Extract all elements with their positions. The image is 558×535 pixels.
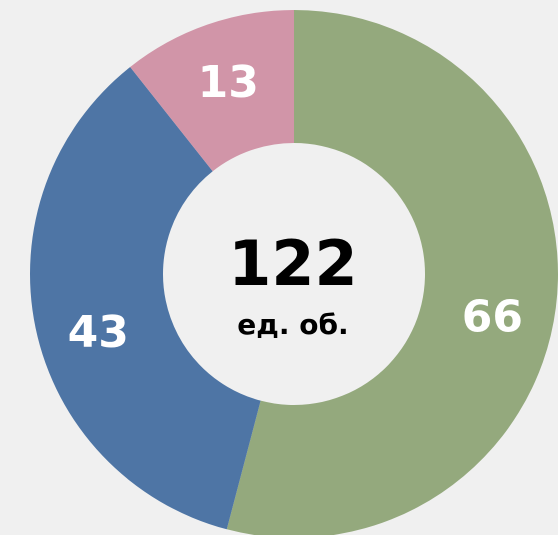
value-label: 43 [68,307,129,358]
donut [29,10,558,535]
center-label: ед. об. [237,308,348,341]
donut-segment [226,10,558,535]
value-label: 13 [198,57,259,108]
donut-segment [29,66,261,530]
donut-segment [130,10,294,172]
center-value: 122 [228,227,357,300]
value-label: 66 [462,292,523,343]
